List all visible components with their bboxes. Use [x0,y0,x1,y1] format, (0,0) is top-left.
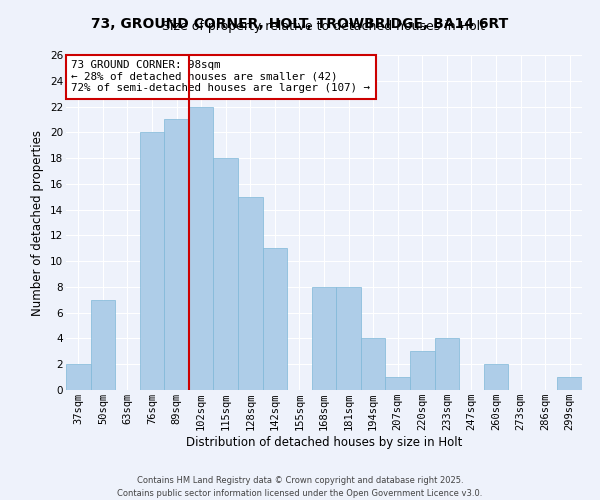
Y-axis label: Number of detached properties: Number of detached properties [31,130,44,316]
Bar [140,132,164,390]
Text: Contains HM Land Registry data © Crown copyright and database right 2025.
Contai: Contains HM Land Registry data © Crown c… [118,476,482,498]
Bar [484,364,508,390]
Text: 73, GROUND CORNER, HOLT, TROWBRIDGE, BA14 6RT: 73, GROUND CORNER, HOLT, TROWBRIDGE, BA1… [91,18,509,32]
Bar [263,248,287,390]
Bar [91,300,115,390]
Bar [66,364,91,390]
Bar [214,158,238,390]
Bar [238,196,263,390]
Bar [410,352,434,390]
Bar [385,377,410,390]
Bar [336,287,361,390]
Text: 73 GROUND CORNER: 98sqm
← 28% of detached houses are smaller (42)
72% of semi-de: 73 GROUND CORNER: 98sqm ← 28% of detache… [71,60,370,93]
Bar [434,338,459,390]
Bar [557,377,582,390]
Bar [312,287,336,390]
Bar [361,338,385,390]
Bar [164,120,189,390]
Title: Size of property relative to detached houses in Holt: Size of property relative to detached ho… [163,20,485,33]
Bar [189,106,214,390]
X-axis label: Distribution of detached houses by size in Holt: Distribution of detached houses by size … [186,436,462,449]
